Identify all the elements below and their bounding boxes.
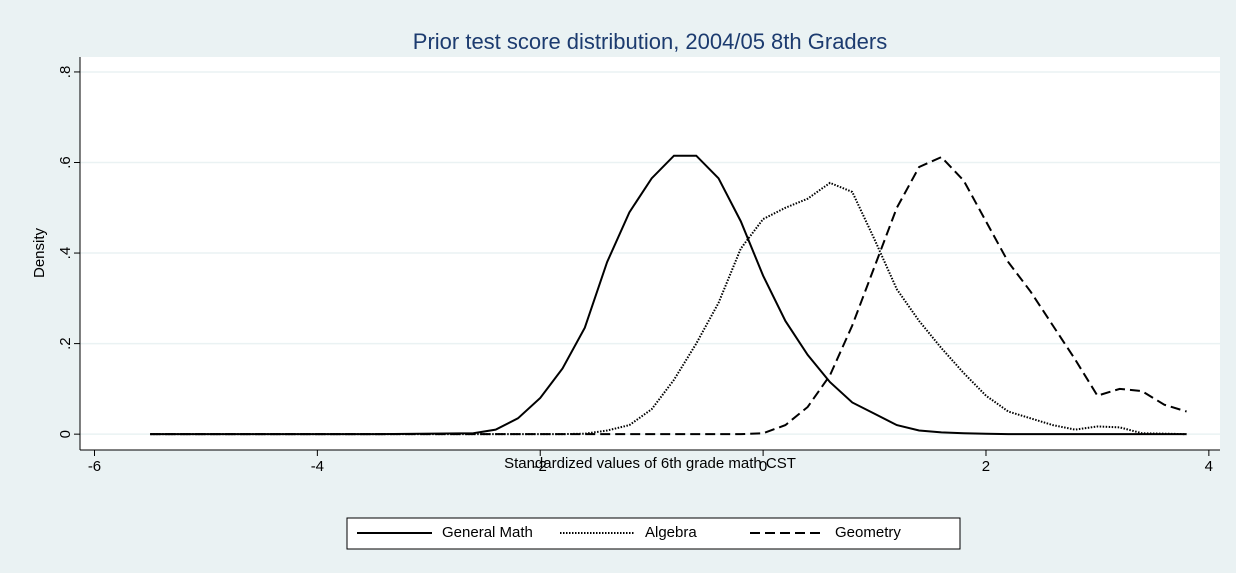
x-tick-label: 4 bbox=[1205, 458, 1213, 475]
y-tick-label: .6 bbox=[57, 156, 74, 169]
y-tick-label: 0 bbox=[57, 430, 74, 438]
series-line bbox=[150, 155, 1187, 436]
x-tick-label: 2 bbox=[982, 458, 990, 475]
y-axis-title: Density bbox=[31, 227, 48, 278]
x-tick-label: -4 bbox=[311, 458, 324, 475]
legend-label: Algebra bbox=[645, 524, 697, 541]
series-line bbox=[150, 181, 1187, 436]
x-tick-label: -2 bbox=[534, 458, 547, 475]
series-line bbox=[150, 154, 1187, 436]
legend-box bbox=[346, 517, 961, 550]
y-tick-label: .4 bbox=[57, 247, 74, 260]
x-axis-title: Standardized values of 6th grade math CS… bbox=[504, 455, 796, 472]
chart-title: Prior test score distribution, 2004/05 8… bbox=[413, 29, 887, 54]
x-tick-label: 0 bbox=[759, 458, 767, 475]
legend-label: Geometry bbox=[835, 524, 901, 541]
legend-label: General Math bbox=[442, 524, 533, 541]
y-tick-label: .8 bbox=[57, 66, 74, 79]
y-tick-label: .2 bbox=[57, 337, 74, 350]
x-tick-label: -6 bbox=[88, 458, 101, 475]
